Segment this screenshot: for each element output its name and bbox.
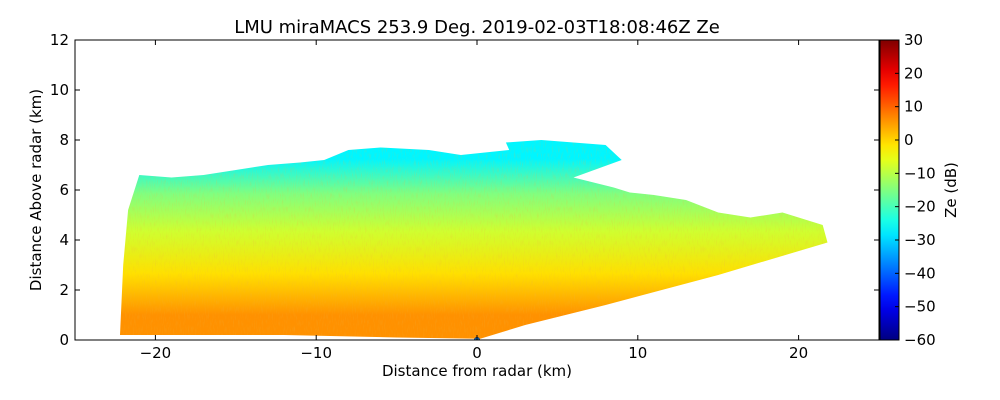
colorbar <box>879 39 900 341</box>
colorbar-tick-label: −20 <box>904 198 936 216</box>
x-tick-label: −10 <box>300 344 332 362</box>
y-axis-ticks: 0 2 4 6 8 10 12 <box>50 31 879 349</box>
colorbar-tick-label: 20 <box>904 64 923 82</box>
y-tick-label: 0 <box>59 331 69 349</box>
y-tick-label: 10 <box>50 81 69 99</box>
x-tick-label: −20 <box>140 344 172 362</box>
colorbar-tick-label: −30 <box>904 231 936 249</box>
colorbar-label: Ze (dB) <box>942 162 960 218</box>
y-tick-label: 8 <box>59 131 69 149</box>
colorbar-tick-label: −50 <box>904 298 936 316</box>
chart-title: LMU miraMACS 253.9 Deg. 2019-02-03T18:08… <box>234 17 720 38</box>
colorbar-ticks: −60 −50 −40 −30 −20 −10 0 10 20 30 <box>895 31 936 349</box>
y-tick-label: 12 <box>50 31 69 49</box>
y-tick-label: 6 <box>59 181 69 199</box>
colorbar-tick-label: −60 <box>904 331 936 349</box>
y-axis-label: Distance Above radar (km) <box>27 89 45 291</box>
x-tick-label: 10 <box>628 344 647 362</box>
colorbar-tick-label: 0 <box>904 131 914 149</box>
radar-echo-texture <box>120 140 828 339</box>
colorbar-tick-label: 30 <box>904 31 923 49</box>
colorbar-tick-label: 10 <box>904 98 923 116</box>
y-tick-label: 2 <box>59 281 69 299</box>
colorbar-tick-label: −10 <box>904 164 936 182</box>
x-axis-ticks: −20 −10 0 10 20 <box>140 40 808 362</box>
colorbar-tick-label: −40 <box>904 264 936 282</box>
y-tick-label: 4 <box>59 231 69 249</box>
x-axis-label: Distance from radar (km) <box>382 362 572 380</box>
x-tick-label: 20 <box>789 344 808 362</box>
x-tick-label: 0 <box>472 344 482 362</box>
